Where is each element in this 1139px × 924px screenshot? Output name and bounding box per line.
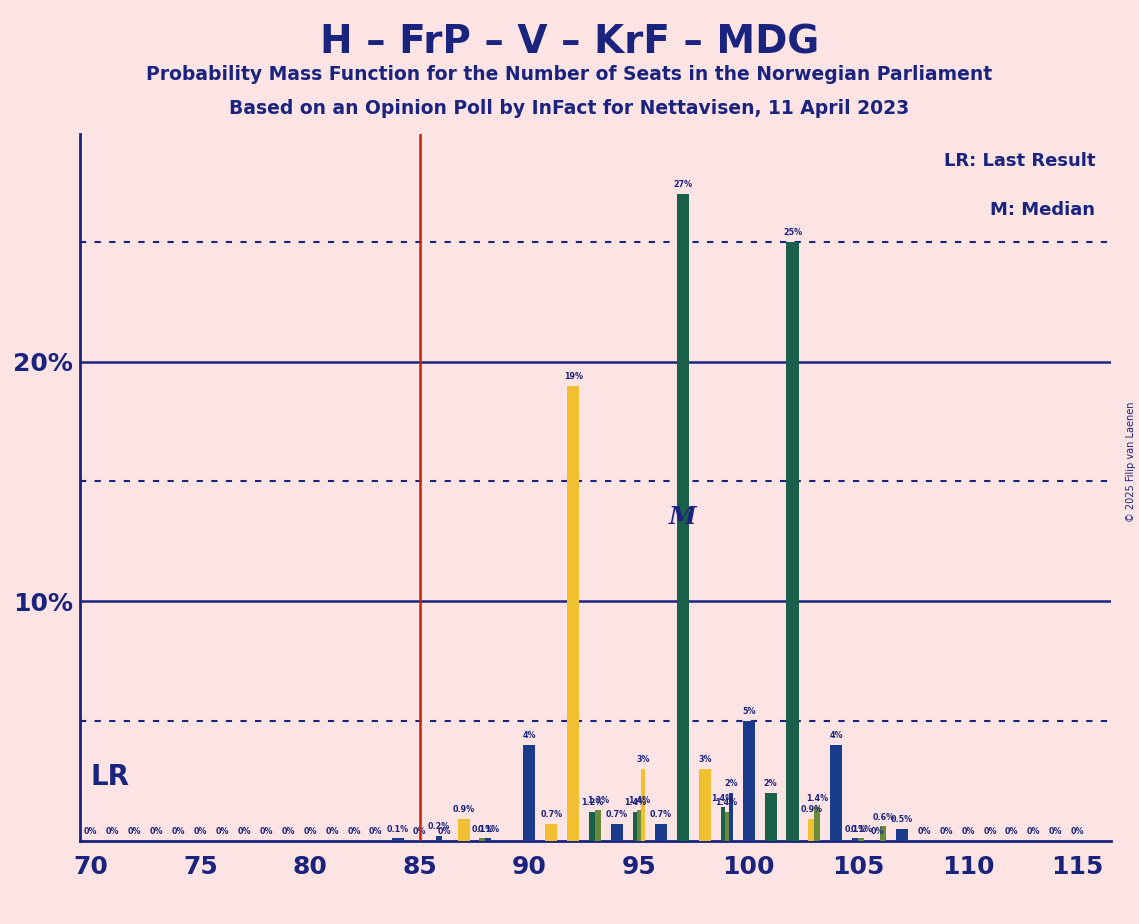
Text: Probability Mass Function for the Number of Seats in the Norwegian Parliament: Probability Mass Function for the Number… <box>147 65 992 84</box>
Text: 4%: 4% <box>523 731 536 740</box>
Text: 1.4%: 1.4% <box>715 798 738 808</box>
Text: 0%: 0% <box>215 827 229 836</box>
Bar <box>677 194 689 841</box>
Bar <box>480 838 485 841</box>
Text: 0%: 0% <box>149 827 163 836</box>
Bar <box>637 809 641 841</box>
Text: 0%: 0% <box>940 827 953 836</box>
Text: 0%: 0% <box>917 827 931 836</box>
Text: 0%: 0% <box>1071 827 1084 836</box>
Bar <box>698 769 711 841</box>
Bar <box>764 793 777 841</box>
Bar <box>787 242 798 841</box>
Text: 27%: 27% <box>673 180 693 189</box>
Text: 0%: 0% <box>326 827 338 836</box>
Bar <box>655 824 667 841</box>
Text: 0.9%: 0.9% <box>801 806 822 814</box>
Text: 0%: 0% <box>870 827 884 836</box>
Text: 0%: 0% <box>983 827 997 836</box>
Text: 0.2%: 0.2% <box>427 822 450 832</box>
Bar <box>485 838 492 841</box>
Text: M: M <box>669 505 697 529</box>
Text: 0%: 0% <box>260 827 273 836</box>
Text: 1.4%: 1.4% <box>628 796 650 805</box>
Text: 0.7%: 0.7% <box>650 810 672 820</box>
Text: 2%: 2% <box>764 779 778 788</box>
Text: 0%: 0% <box>437 827 451 836</box>
Text: 0%: 0% <box>84 827 98 836</box>
Text: 0.1%: 0.1% <box>844 824 867 833</box>
Bar <box>567 385 580 841</box>
Text: 0.7%: 0.7% <box>606 810 628 820</box>
Bar <box>435 836 442 841</box>
Text: 0.1%: 0.1% <box>472 824 493 833</box>
Bar <box>852 838 859 841</box>
Text: 0.1%: 0.1% <box>386 824 409 833</box>
Bar <box>721 808 724 841</box>
Bar <box>830 745 843 841</box>
Text: 0%: 0% <box>1005 827 1018 836</box>
Bar <box>458 820 469 841</box>
Text: 1.2%: 1.2% <box>581 798 604 808</box>
Text: 25%: 25% <box>782 228 802 237</box>
Text: © 2025 Filip van Laenen: © 2025 Filip van Laenen <box>1126 402 1136 522</box>
Bar <box>392 838 403 841</box>
Text: 4%: 4% <box>829 731 843 740</box>
Text: 0.9%: 0.9% <box>452 806 475 814</box>
Text: M: Median: M: Median <box>990 201 1095 219</box>
Text: 0.1%: 0.1% <box>477 824 500 833</box>
Text: 0%: 0% <box>413 827 426 836</box>
Text: 0.1%: 0.1% <box>850 824 872 833</box>
Text: LR: LR <box>90 763 129 791</box>
Text: H – FrP – V – KrF – MDG: H – FrP – V – KrF – MDG <box>320 23 819 61</box>
Bar <box>641 769 645 841</box>
Text: 0%: 0% <box>347 827 361 836</box>
Text: 2%: 2% <box>724 779 738 788</box>
Text: 0%: 0% <box>128 827 141 836</box>
Text: 1.4%: 1.4% <box>806 794 828 803</box>
Text: 0%: 0% <box>303 827 317 836</box>
Text: 3%: 3% <box>637 755 649 764</box>
Text: 0%: 0% <box>194 827 207 836</box>
Bar <box>589 812 595 841</box>
Bar <box>743 721 755 841</box>
Text: 1.4%: 1.4% <box>712 794 734 803</box>
Bar <box>809 820 814 841</box>
Text: 0.5%: 0.5% <box>891 815 913 824</box>
Text: 19%: 19% <box>564 371 583 381</box>
Bar <box>633 812 637 841</box>
Text: 0%: 0% <box>961 827 975 836</box>
Bar <box>596 809 601 841</box>
Bar <box>724 812 729 841</box>
Text: Based on an Opinion Poll by InFact for Nettavisen, 11 April 2023: Based on an Opinion Poll by InFact for N… <box>229 99 910 118</box>
Bar <box>896 829 908 841</box>
Text: 0%: 0% <box>1049 827 1063 836</box>
Bar <box>729 793 732 841</box>
Text: 0%: 0% <box>106 827 120 836</box>
Text: 0%: 0% <box>369 827 383 836</box>
Text: 0%: 0% <box>1027 827 1041 836</box>
Text: 0%: 0% <box>281 827 295 836</box>
Text: 3%: 3% <box>698 755 712 764</box>
Bar <box>546 824 557 841</box>
Text: 1.3%: 1.3% <box>587 796 609 805</box>
Bar <box>523 745 535 841</box>
Text: 0%: 0% <box>172 827 186 836</box>
Text: 1.4%: 1.4% <box>624 798 646 808</box>
Text: 0%: 0% <box>237 827 251 836</box>
Bar <box>880 826 886 841</box>
Text: 0.6%: 0.6% <box>872 813 894 821</box>
Text: LR: Last Result: LR: Last Result <box>943 152 1095 170</box>
Text: 5%: 5% <box>741 707 755 716</box>
Bar <box>814 808 820 841</box>
Bar <box>859 838 865 841</box>
Text: 0.7%: 0.7% <box>540 810 563 820</box>
Bar <box>611 824 623 841</box>
